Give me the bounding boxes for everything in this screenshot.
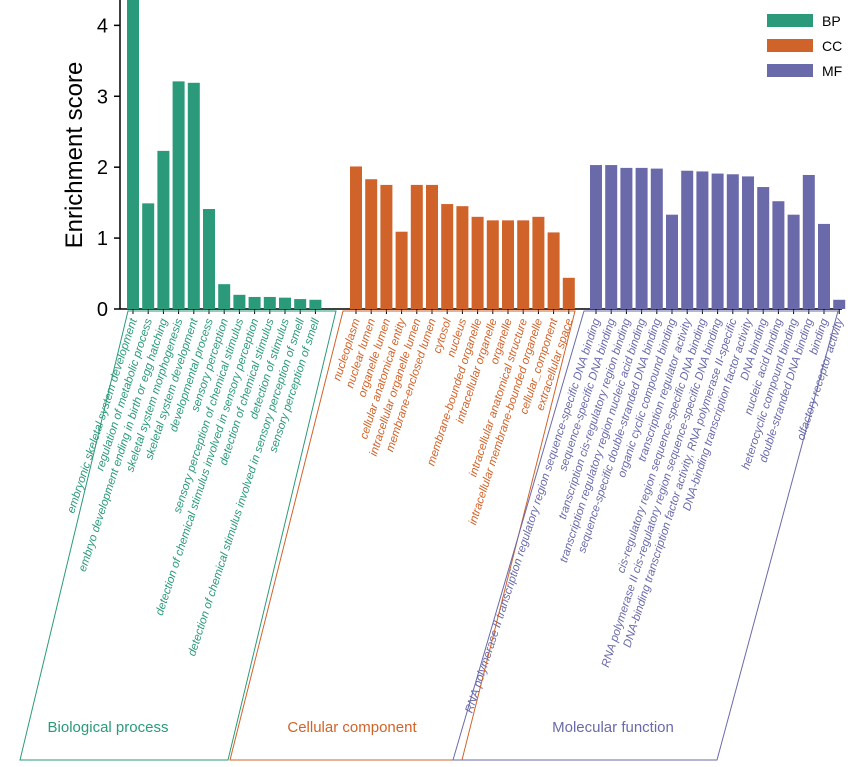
bar-cc <box>502 220 514 309</box>
bar-mf <box>590 165 602 309</box>
bar-cc <box>441 204 453 309</box>
y-tick-label: 4 <box>97 15 108 37</box>
bar-cc <box>350 166 362 309</box>
bar-bp <box>127 0 139 309</box>
bar-mf <box>788 215 800 309</box>
bar-mf <box>666 215 678 309</box>
bar-bp <box>173 81 185 309</box>
y-tick-label: 1 <box>97 228 108 250</box>
bar-mf <box>620 168 632 309</box>
y-tick-label: 0 <box>97 299 108 321</box>
bar-cc <box>517 220 529 309</box>
bar-mf <box>833 300 845 309</box>
enrichment-bar-chart: 0 1 2 3 4 Enrichment score embryonic skeleta… <box>0 0 850 767</box>
legend-swatch-mf <box>767 64 813 77</box>
group-label-mf: Molecular function <box>552 719 674 736</box>
bar-bp <box>203 209 215 309</box>
bar-cc <box>472 217 484 309</box>
bar-bp <box>309 300 321 309</box>
y-ticks: 0 1 2 3 4 <box>97 15 120 321</box>
bar-cc <box>411 185 423 309</box>
bar-cc <box>396 232 408 309</box>
bar-cc <box>380 185 392 309</box>
bar-mf <box>605 165 617 309</box>
bar-cc <box>532 217 544 309</box>
bar-mf <box>742 176 754 309</box>
bar-cc <box>426 185 438 309</box>
bar-mf <box>727 174 739 309</box>
bar-cc <box>548 232 560 309</box>
bar-mf <box>818 224 830 309</box>
bar-bp <box>218 284 230 309</box>
legend-label-mf: MF <box>822 63 842 79</box>
bar-cc <box>563 278 575 309</box>
y-tick-label: 2 <box>97 157 108 179</box>
bar-bp <box>188 83 200 309</box>
bars <box>127 0 845 309</box>
category-labels: embryonic skeletal system developmentreg… <box>65 309 846 715</box>
legend-label-bp: BP <box>822 13 841 29</box>
bar-bp <box>249 297 261 309</box>
y-tick-label: 3 <box>97 86 108 108</box>
bar-mf <box>696 171 708 309</box>
bar-mf <box>803 175 815 309</box>
legend-label-cc: CC <box>822 38 842 54</box>
bar-cc <box>487 220 499 309</box>
bar-mf <box>651 169 663 309</box>
y-axis-label: Enrichment score <box>61 62 88 249</box>
bar-bp <box>233 295 245 309</box>
bar-bp <box>157 151 169 309</box>
bar-mf <box>712 174 724 309</box>
legend: BP CC MF <box>767 13 842 79</box>
bar-bp <box>264 297 276 309</box>
group-label-bp: Biological process <box>48 719 169 736</box>
bar-mf <box>757 187 769 309</box>
legend-swatch-cc <box>767 39 813 52</box>
bar-bp <box>142 203 154 309</box>
bar-mf <box>772 201 784 309</box>
bar-cc <box>456 206 468 309</box>
bar-bp <box>294 299 306 309</box>
group-label-cc: Cellular component <box>287 719 417 736</box>
bar-bp <box>279 298 291 309</box>
bar-cc <box>365 179 377 309</box>
bar-mf <box>636 168 648 309</box>
bar-mf <box>681 171 693 309</box>
legend-swatch-bp <box>767 14 813 27</box>
